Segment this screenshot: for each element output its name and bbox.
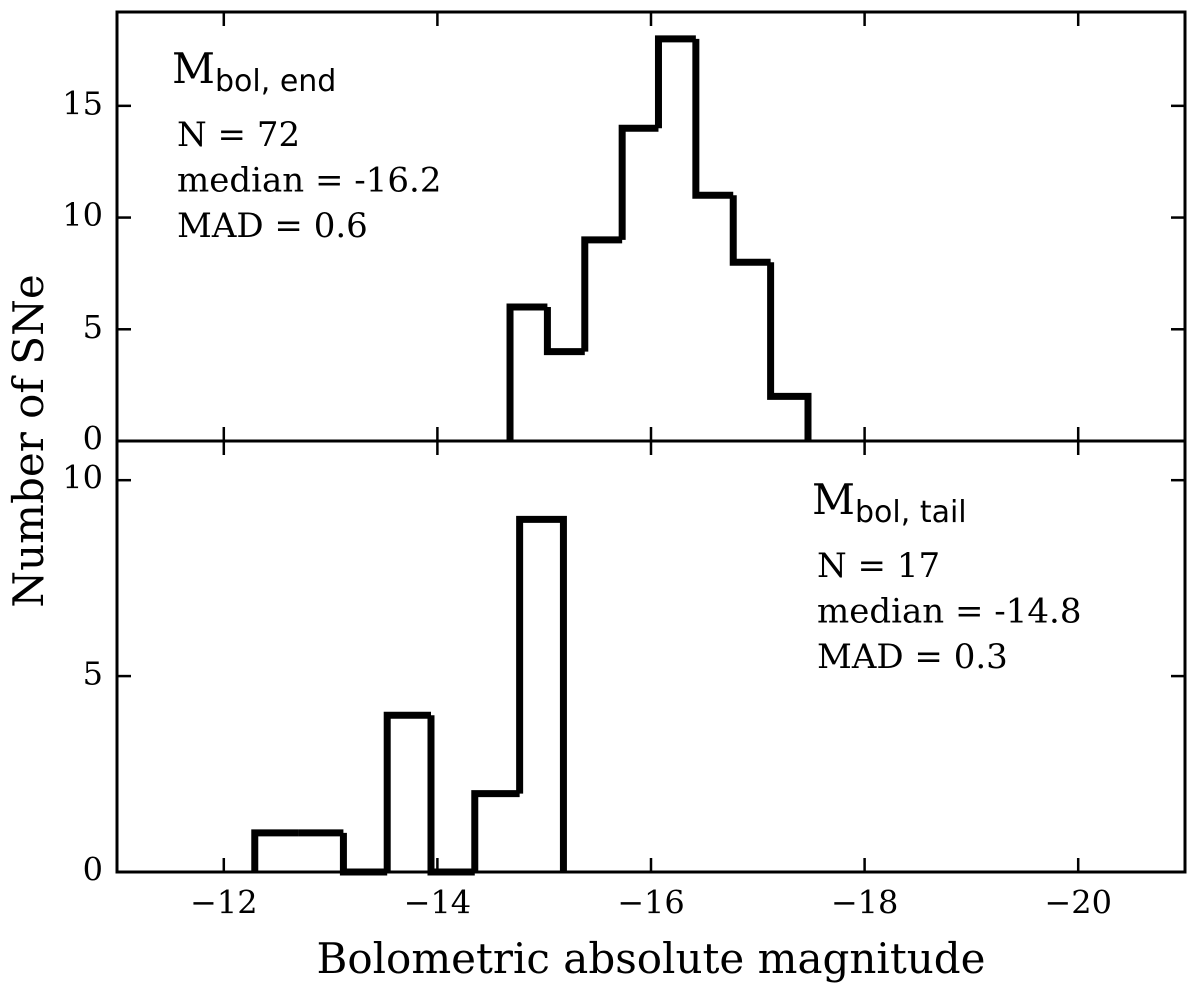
y-tick-label: 10 — [62, 459, 103, 497]
y-tick-label: 0 — [83, 851, 103, 889]
y-tick-label: 15 — [62, 84, 103, 122]
histogram-bin — [427, 715, 475, 876]
histogram-bin — [251, 829, 299, 872]
plot-frame — [115, 439, 1187, 874]
x-tick-label: −18 — [831, 884, 899, 922]
stat-line: N = 17 — [817, 546, 940, 586]
histogram-bin — [581, 236, 623, 352]
stat-line: MAD = 0.3 — [817, 637, 1008, 677]
stat-line: N = 72 — [177, 115, 300, 155]
annotation: Mbol, tail — [812, 475, 967, 530]
y-axis-label: Number of SNe — [4, 274, 53, 607]
y-tick-label: 5 — [83, 655, 103, 693]
annotation-sub: bol, end — [215, 64, 336, 99]
y-tick-label: 10 — [62, 196, 103, 234]
stat-line: median = -14.8 — [817, 592, 1081, 632]
histogram-bin — [506, 303, 548, 441]
histogram-bin — [383, 711, 431, 872]
annotation-main: M — [812, 475, 855, 524]
y-tick-label: 5 — [83, 308, 103, 346]
x-tick-label: −20 — [1044, 884, 1112, 922]
stat-line: MAD = 0.6 — [177, 206, 368, 246]
histogram-bin — [339, 832, 388, 876]
annotation-main: M — [172, 44, 215, 93]
annotation-sub: bol, tail — [855, 495, 967, 530]
histogram-bin — [543, 306, 585, 356]
annotation: Mbol, end — [172, 44, 336, 99]
histogram-bin — [692, 38, 734, 199]
stat-line: median = -16.2 — [177, 161, 441, 201]
histogram-bin — [729, 195, 771, 266]
y-tick-label: 0 — [83, 420, 103, 458]
histogram-bin — [767, 262, 812, 441]
histogram-bin — [471, 790, 520, 872]
histogram-bin — [654, 35, 696, 129]
histogram-bin — [618, 124, 659, 240]
x-tick-label: −16 — [617, 884, 685, 922]
x-tick-label: −14 — [404, 884, 472, 922]
x-tick-label: −12 — [190, 884, 258, 922]
x-axis-label: Bolometric absolute magnitude — [316, 934, 985, 983]
histogram-bin — [516, 515, 567, 872]
